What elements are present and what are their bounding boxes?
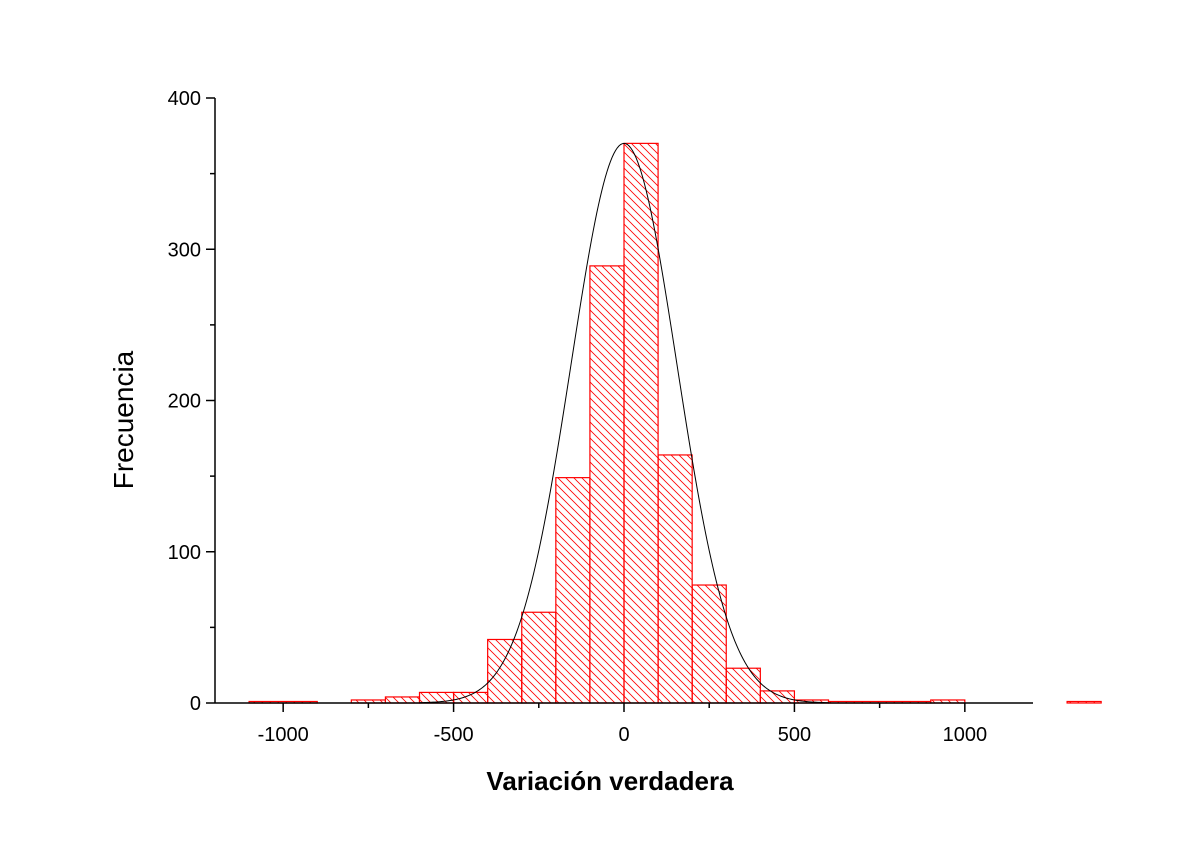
histogram-bar [657, 454, 693, 704]
x-tick-label: 0 [618, 724, 629, 746]
histogram-bar [487, 638, 523, 704]
histogram-bar [725, 667, 761, 704]
y-tick-label: 300 [168, 239, 201, 261]
y-tick-label: 200 [168, 391, 201, 413]
histogram-bar [418, 691, 455, 704]
histogram-bar [691, 584, 727, 704]
histogram-bar [1066, 700, 1102, 704]
y-tick-label: 100 [168, 542, 201, 564]
x-tick-label: 500 [778, 724, 811, 746]
histogram-bar [384, 696, 421, 704]
y-tick-label: 0 [190, 693, 201, 715]
y-axis-title: Frecuencia [108, 350, 139, 489]
x-tick-label: 1000 [943, 724, 988, 746]
bars-group [248, 142, 1102, 704]
normal-fit-curve [419, 142, 829, 704]
axes-group: -1000 -500 0 500 1000 0 100 200 300 400 [168, 88, 1033, 746]
y-tick-label: 400 [168, 88, 201, 110]
histogram-bar [452, 691, 489, 704]
histogram-bar [623, 142, 659, 704]
histogram-bar [759, 690, 796, 704]
histogram-bar [555, 477, 591, 704]
histogram-bar [521, 611, 557, 704]
x-axis-title: Variación verdadera [486, 766, 734, 796]
x-tick-label: -1000 [258, 724, 309, 746]
x-tick-label: -500 [434, 724, 474, 746]
histogram-bar [589, 265, 625, 704]
